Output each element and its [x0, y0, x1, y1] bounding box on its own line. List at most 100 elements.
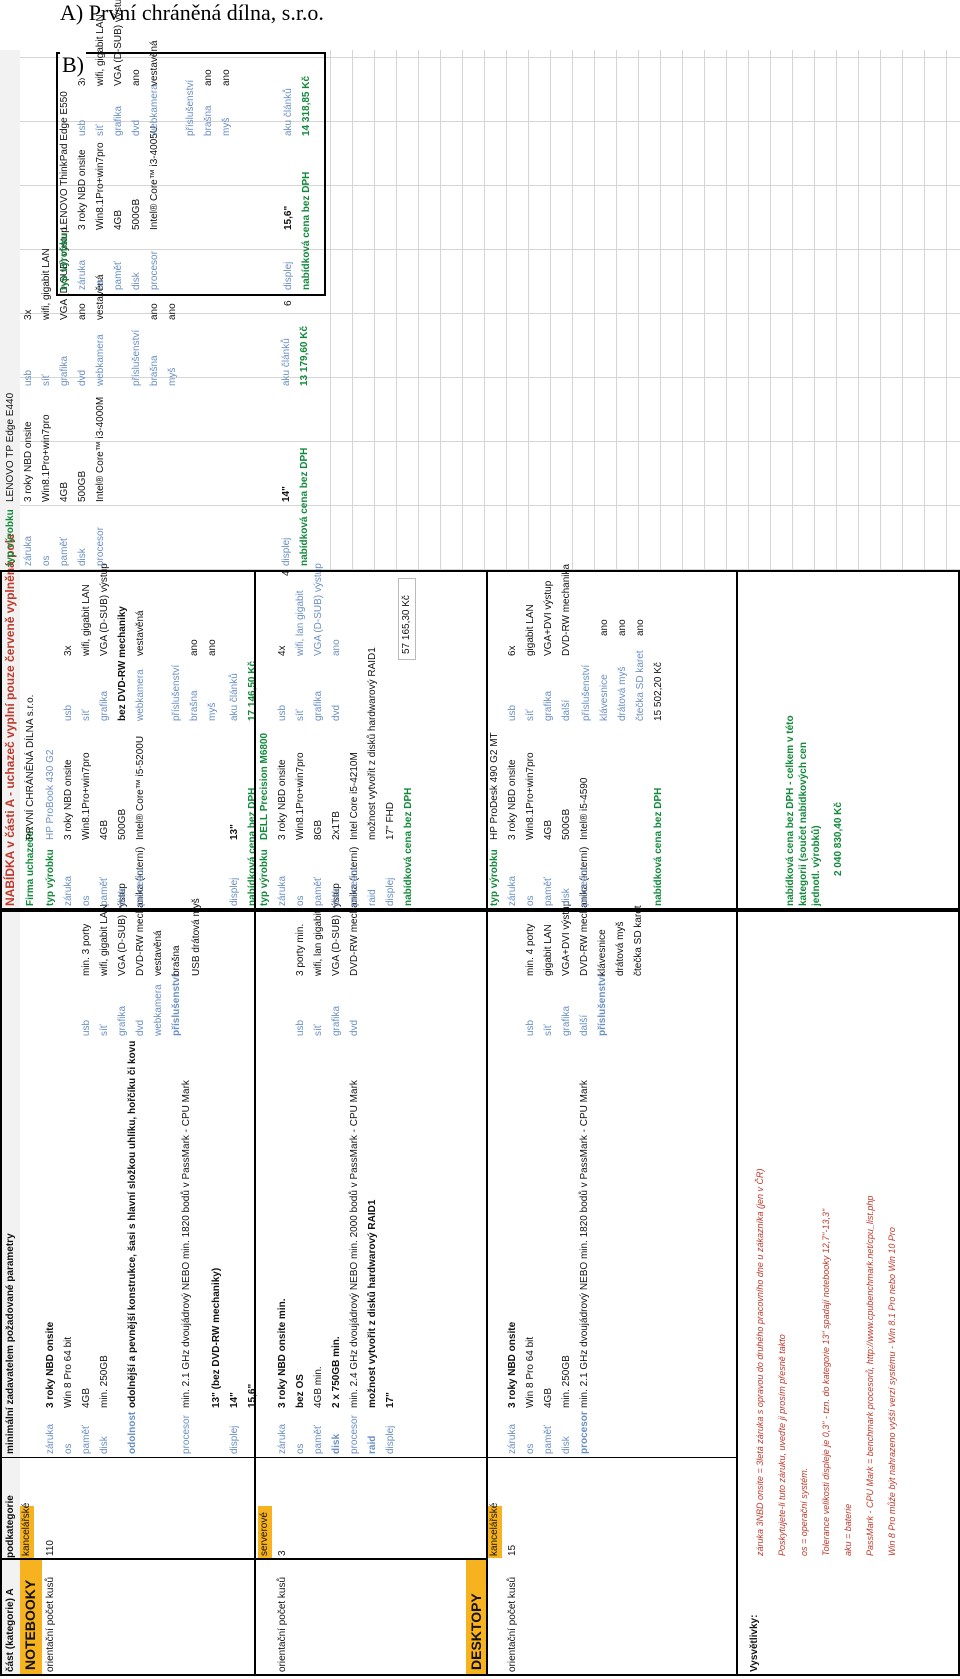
offer-key: procesor [149, 251, 160, 290]
grid-line [550, 50, 551, 570]
grid-line [352, 50, 353, 570]
offer-val: 15,6" [283, 205, 294, 230]
offer-key: dvd [131, 119, 142, 136]
offer-val: 3 roky NBD onsite [77, 149, 88, 230]
offer-val: Intel® Core™ i3-4005U [149, 125, 160, 230]
grid-line [924, 50, 925, 570]
grid-line [462, 50, 463, 570]
offer-val: ano [77, 303, 88, 320]
offer-key: záruka [77, 259, 88, 290]
offer-key: disk [131, 272, 142, 290]
grid-line [418, 50, 419, 570]
offer-val: VGA (D-SUB) výstup [113, 0, 124, 86]
offer-key: myš [167, 367, 178, 386]
offer-key: disk [77, 548, 88, 566]
grid-line [858, 50, 859, 570]
offer-price: 13 179,60 Kč [299, 325, 310, 386]
offer-val: ano [167, 303, 178, 320]
offer-val: 4GB [59, 481, 70, 502]
grid-line [528, 50, 529, 570]
offer-key: usb [23, 369, 34, 386]
offer-key: nabídková cena bez DPH [301, 171, 312, 290]
grid-line [638, 50, 639, 570]
offer-val: 3x [23, 309, 34, 320]
grid-line [704, 50, 705, 570]
offer-key: displej [281, 537, 292, 566]
offer-key: příslušenství [131, 329, 142, 386]
offer-key: procesor [95, 527, 106, 566]
offer-val: wifi, gigabit LAN [41, 248, 52, 320]
grid-line [330, 50, 331, 570]
offer-val: ano [131, 69, 142, 86]
offer-key: záruka [23, 535, 34, 566]
grid-line [880, 50, 881, 570]
grid-line [748, 50, 749, 570]
grid-line [440, 50, 441, 570]
offer-key: aku článků [283, 88, 294, 136]
grid-line [946, 50, 947, 570]
offer-key: displej [283, 261, 294, 290]
grid-line [836, 50, 837, 570]
offer-frame [0, 570, 960, 910]
offer-key: webkamera [95, 334, 106, 386]
offer-val: LENOVO ThinkPad Edge E550 [59, 91, 70, 230]
offer-val: 4GB [113, 209, 124, 230]
offer-key: typ výrobku [5, 509, 16, 566]
offer-key: usb [77, 119, 88, 136]
offer-val: 14" [281, 486, 292, 502]
offer-val: ano [149, 303, 160, 320]
grid-line [902, 50, 903, 570]
offer-key: aku článků [281, 338, 292, 386]
offer-val: Intel® Core™ i3-4000M [95, 396, 106, 502]
offer-val: 3 roky NBD onsite [23, 421, 34, 502]
offer-key: paměť [59, 537, 70, 566]
offer-key: grafika [59, 355, 70, 386]
offer-key: dvd [77, 369, 88, 386]
divider [0, 1457, 736, 1458]
offer-key: paměť [113, 261, 124, 290]
grid-line [726, 50, 727, 570]
offer-val: wifi, gigabit LAN [95, 14, 106, 86]
offer-val: 500GB [77, 470, 88, 502]
offer-key: nabídková cena bez DPH [299, 447, 310, 566]
offer-val: Win8.1Pro+win7pro [95, 142, 106, 230]
grid-line [770, 50, 771, 570]
offer-val: 500GB [131, 198, 142, 230]
offer-key: webkamera [149, 84, 160, 136]
grid-line [0, 441, 960, 442]
grid-line [374, 50, 375, 570]
grid-line [506, 50, 507, 570]
requirements-frame [0, 910, 960, 1676]
offer-key: grafika [113, 105, 124, 136]
grid-line [0, 313, 960, 314]
divider [0, 1558, 486, 1560]
offer-key: typ výrobku [59, 233, 70, 290]
offer-price: 14 318,85 Kč [301, 75, 312, 136]
offer-key: síť [41, 374, 52, 386]
offer-val: LENOVO TP Edge E440 [5, 392, 16, 502]
grid-line [0, 377, 960, 378]
grid-line [594, 50, 595, 570]
offer-val: ano [203, 69, 214, 86]
divider [254, 570, 256, 1676]
offer-key: os [95, 279, 106, 290]
grid-line [682, 50, 683, 570]
grid-line [0, 505, 960, 506]
grid-line [660, 50, 661, 570]
grid-line [814, 50, 815, 570]
offer-val: vestavěná [149, 40, 160, 86]
offer-key: příslušenství [185, 79, 196, 136]
offer-key: myš [221, 117, 232, 136]
offer-val: 6 [283, 300, 294, 306]
document-label-b: B) [60, 52, 86, 78]
offer-key: síť [95, 124, 106, 136]
offer-key: os [41, 555, 52, 566]
grid-line [572, 50, 573, 570]
offer-val: Win8.1Pro+win7pro [41, 414, 52, 502]
document-label-a: A) První chráněná dílna, s.r.o. [60, 0, 324, 25]
grid-line [792, 50, 793, 570]
grid-line [484, 50, 485, 570]
offer-key: brašna [203, 105, 214, 136]
divider [486, 570, 488, 1676]
